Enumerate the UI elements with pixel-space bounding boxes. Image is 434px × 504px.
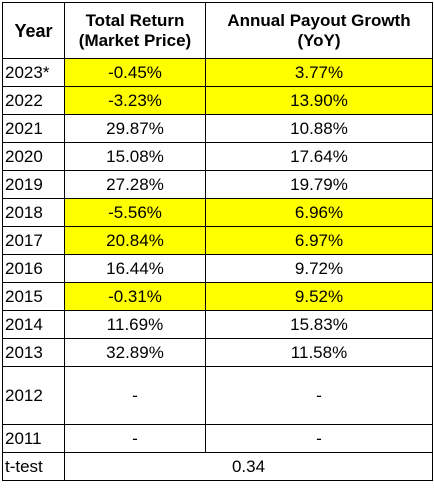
header-total-return-line-1: Total Return: [85, 10, 185, 30]
header-payout-growth-line-2: (YoY): [297, 30, 341, 50]
year-cell: 2016: [2, 254, 65, 283]
payout-growth-cell: 17.64%: [205, 142, 433, 171]
table-row: 2018 -5.56% 6.96%: [2, 198, 433, 227]
total-return-cell: 29.87%: [64, 114, 206, 143]
year-cell: 2011: [2, 424, 65, 453]
total-return-cell: -3.23%: [64, 86, 206, 115]
payout-growth-cell: -: [205, 424, 433, 453]
payout-growth-cell: 13.90%: [205, 86, 433, 115]
table-row: 2013 32.89% 11.58%: [2, 338, 433, 367]
year-cell: 2022: [2, 86, 65, 115]
year-cell: 2012: [2, 366, 65, 425]
year-cell: 2020: [2, 142, 65, 171]
year-cell: 2021: [2, 114, 65, 143]
total-return-cell: -5.56%: [64, 198, 206, 227]
payout-growth-cell: 11.58%: [205, 338, 433, 367]
t-test-label: t-test: [2, 452, 65, 481]
payout-growth-cell: -: [205, 366, 433, 425]
year-cell: 2023*: [2, 58, 65, 87]
year-cell: 2015: [2, 282, 65, 311]
total-return-cell: 27.28%: [64, 170, 206, 199]
year-cell: 2014: [2, 310, 65, 339]
total-return-cell: 15.08%: [64, 142, 206, 171]
payout-return-table: Year Total Return (Market Price) Annual …: [2, 2, 433, 481]
table-row: 2015 -0.31% 9.52%: [2, 282, 433, 311]
table-row: 2011 - -: [2, 424, 433, 453]
total-return-cell: 11.69%: [64, 310, 206, 339]
total-return-cell: 16.44%: [64, 254, 206, 283]
header-total-return: Total Return (Market Price): [64, 2, 206, 59]
total-return-cell: 32.89%: [64, 338, 206, 367]
header-payout-growth-line-1: Annual Payout Growth: [227, 10, 411, 30]
header-row: Year Total Return (Market Price) Annual …: [2, 2, 433, 59]
payout-growth-cell: 6.96%: [205, 198, 433, 227]
year-cell: 2018: [2, 198, 65, 227]
payout-growth-cell: 3.77%: [205, 58, 433, 87]
header-total-return-line-2: (Market Price): [78, 30, 192, 50]
payout-growth-cell: 19.79%: [205, 170, 433, 199]
table-row: 2023* -0.45% 3.77%: [2, 58, 433, 87]
table-row: 2012 - -: [2, 366, 433, 425]
payout-growth-cell: 6.97%: [205, 226, 433, 255]
header-year: Year: [2, 2, 65, 59]
total-return-cell: 20.84%: [64, 226, 206, 255]
header-payout-growth: Annual Payout Growth (YoY): [205, 2, 433, 59]
table-row: 2016 16.44% 9.72%: [2, 254, 433, 283]
total-return-cell: -: [64, 366, 206, 425]
total-return-cell: -: [64, 424, 206, 453]
year-cell: 2013: [2, 338, 65, 367]
table-row: 2017 20.84% 6.97%: [2, 226, 433, 255]
total-return-cell: -0.31%: [64, 282, 206, 311]
year-cell: 2017: [2, 226, 65, 255]
year-cell: 2019: [2, 170, 65, 199]
payout-growth-cell: 9.52%: [205, 282, 433, 311]
table-row: 2021 29.87% 10.88%: [2, 114, 433, 143]
total-return-cell: -0.45%: [64, 58, 206, 87]
t-test-row: t-test 0.34: [2, 452, 433, 481]
t-test-value: 0.34: [64, 452, 433, 481]
payout-growth-cell: 9.72%: [205, 254, 433, 283]
payout-growth-cell: 15.83%: [205, 310, 433, 339]
table-row: 2019 27.28% 19.79%: [2, 170, 433, 199]
table-row: 2020 15.08% 17.64%: [2, 142, 433, 171]
payout-growth-cell: 10.88%: [205, 114, 433, 143]
table-row: 2014 11.69% 15.83%: [2, 310, 433, 339]
table-row: 2022 -3.23% 13.90%: [2, 86, 433, 115]
